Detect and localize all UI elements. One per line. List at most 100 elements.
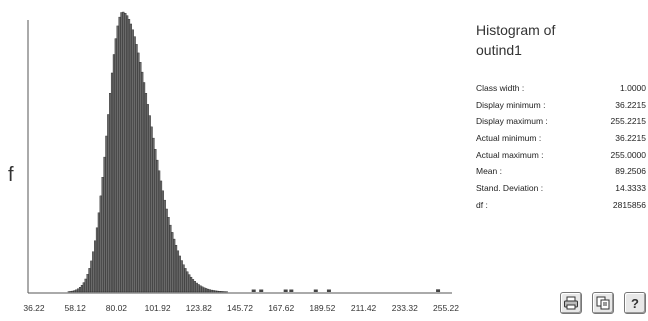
histogram-bar — [193, 281, 196, 293]
histogram-bar — [133, 36, 136, 293]
histogram-bar — [69, 291, 72, 293]
histogram-bar — [103, 156, 106, 293]
x-tick-label: 255.22 — [433, 303, 459, 313]
histogram-bar — [75, 289, 78, 293]
histogram-bar — [116, 25, 119, 293]
outlier-bar — [313, 289, 318, 292]
histogram-bar — [82, 282, 85, 293]
histogram-bar — [71, 290, 74, 293]
histogram-bar — [176, 250, 180, 293]
stat-label: Display minimum : — [476, 99, 546, 110]
histogram-bar — [142, 82, 146, 293]
panel-title-line1: Histogram of — [476, 22, 556, 38]
stat-label: Actual minimum : — [476, 133, 542, 144]
stat-row: Class width : 1.0000 — [476, 80, 648, 97]
copy-icon — [596, 296, 610, 310]
histogram-bar — [161, 190, 164, 293]
histogram-bar — [203, 287, 206, 293]
x-tick-label: 58.12 — [65, 303, 87, 313]
outlier-bar — [289, 289, 294, 292]
x-tick-label: 36.22 — [23, 303, 45, 313]
x-tick-label: 211.42 — [351, 303, 377, 313]
histogram-bar — [208, 289, 212, 293]
histogram-bar — [101, 177, 104, 293]
histogram-bar — [199, 285, 202, 293]
stat-row: Mean : 89.2506 — [476, 163, 648, 180]
stat-label: Actual maximum : — [476, 149, 544, 160]
stat-label: Display maximum : — [476, 116, 548, 127]
histogram-bar — [173, 238, 176, 293]
svg-text:?: ? — [631, 296, 639, 311]
histogram-bar — [129, 23, 133, 293]
histogram-bar — [206, 288, 210, 293]
histogram-bar — [163, 199, 166, 293]
histogram-bar — [97, 212, 101, 293]
outlier-bar — [251, 289, 256, 292]
histogram-bar — [210, 289, 213, 293]
histogram-bar — [105, 135, 108, 293]
histogram-bar — [120, 12, 123, 293]
stat-value: 255.0000 — [610, 149, 646, 160]
stat-row: Actual maximum : 255.0000 — [476, 147, 648, 164]
panel-title-line2: outind1 — [476, 42, 522, 58]
x-tick-label: 101.92 — [145, 303, 171, 313]
histogram-bar — [99, 195, 102, 293]
stat-value: 2815856 — [612, 199, 646, 210]
histogram-bar — [110, 72, 114, 293]
stats-table: Class width : 1.0000 Display minimum : 36.… — [476, 80, 648, 214]
histogram-bar — [156, 159, 159, 293]
histogram-bar — [88, 268, 91, 293]
histogram-chart: f 36.22 58.12 80.02 101.92 123.82 145.72 167.6… — [8, 11, 459, 313]
histogram-bar — [109, 93, 112, 293]
stat-value: 14.3333 — [615, 183, 646, 194]
histogram-bar — [205, 288, 208, 293]
histogram-bar — [152, 137, 155, 293]
outlier-bar — [259, 289, 264, 292]
print-button[interactable] — [560, 292, 582, 314]
histogram-bar — [118, 16, 121, 293]
histogram-bar — [144, 93, 148, 293]
y-axis-label: f — [8, 164, 14, 186]
x-tick-label: 167.62 — [268, 303, 294, 313]
help-icon: ? — [631, 296, 639, 311]
stat-value: 255.2215 — [610, 116, 646, 127]
x-tick-labels: 36.22 58.12 80.02 101.92 123.82 145.72 167.62 1… — [23, 303, 459, 313]
stat-label: df : — [476, 199, 488, 210]
histogram-bar — [139, 62, 142, 293]
histogram-bar — [154, 149, 157, 293]
stat-value: 89.2506 — [615, 166, 646, 177]
printer-icon — [564, 296, 578, 310]
stats-panel: Histogram of outind1 Class width : 1.0000… — [476, 20, 648, 214]
outlier-bar — [326, 289, 331, 292]
histogram-bar — [95, 227, 99, 293]
histogram-bar — [197, 284, 200, 293]
histogram-bar — [141, 71, 144, 293]
stat-value: 1.0000 — [620, 83, 646, 93]
histogram-bar — [107, 114, 110, 293]
histogram-bar — [186, 271, 189, 293]
stat-row: df : 2815856 — [476, 197, 648, 214]
histogram-bar — [184, 268, 187, 293]
stat-value: 36.2215 — [615, 99, 646, 110]
histogram-bar — [214, 290, 217, 293]
help-button[interactable]: ? — [624, 292, 646, 314]
stat-row: Stand. Deviation : 14.3333 — [476, 180, 648, 197]
histogram-bar — [212, 290, 215, 293]
x-tick-label: 80.02 — [106, 303, 128, 313]
histogram-bar — [137, 52, 140, 293]
histogram-bar — [157, 170, 161, 293]
stat-row: Display maximum : 255.2215 — [476, 113, 648, 130]
stat-row: Display minimum : 36.2215 — [476, 97, 648, 114]
x-tick-label: 145.72 — [227, 303, 253, 313]
stat-value: 36.2215 — [615, 133, 646, 144]
histogram-bar — [78, 287, 82, 293]
histogram-bar — [191, 279, 195, 293]
histogram-bar — [122, 11, 125, 293]
histogram-bar — [86, 274, 89, 293]
copy-button[interactable] — [592, 292, 614, 314]
histogram-bar — [220, 291, 223, 293]
stat-label: Stand. Deviation : — [476, 183, 544, 194]
histogram-bar — [159, 180, 163, 293]
histogram-bar — [171, 232, 174, 293]
histogram-bar — [131, 29, 134, 293]
